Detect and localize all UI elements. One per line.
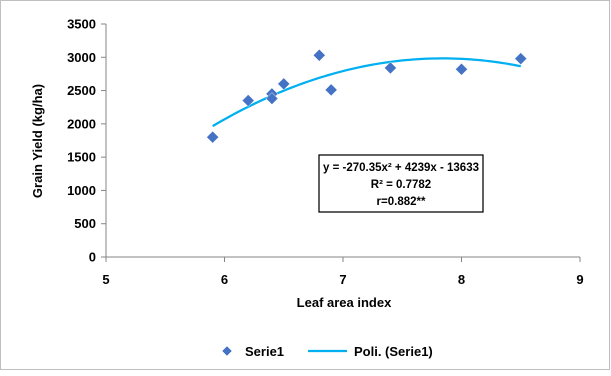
- x-tick-label: 8: [458, 272, 465, 287]
- y-tick-label: 3000: [67, 50, 96, 65]
- legend: Serie1 Poli. (Serie1): [221, 344, 433, 359]
- y-tick-label: 1000: [67, 183, 96, 198]
- trendline-curve: [212, 57, 521, 128]
- data-point-diamond: [265, 92, 279, 105]
- y-tick-label: 1500: [67, 150, 96, 165]
- legend-label-trendline: Poli. (Serie1): [354, 344, 433, 359]
- data-point-diamond: [206, 130, 220, 144]
- data-point-diamond: [277, 77, 291, 91]
- y-axis-ticks: 0 500 1000 1500 2000 2500 3000 3500: [67, 17, 106, 265]
- x-axis-ticks: 5 6 7 8 9: [102, 257, 584, 287]
- equation-annotation: y = -270.35x² + 4239x - 13633 R² = 0.778…: [318, 154, 484, 213]
- data-point-diamond: [312, 48, 326, 62]
- x-tick-label: 6: [221, 272, 228, 287]
- y-tick-label: 500: [74, 216, 96, 231]
- data-point-diamond: [514, 52, 528, 65]
- y-tick-label: 3500: [67, 17, 96, 32]
- y-tick-label: 0: [89, 250, 96, 265]
- x-tick-label: 5: [102, 272, 109, 287]
- x-tick-label: 9: [576, 272, 583, 287]
- y-tick-label: 2500: [67, 83, 96, 98]
- annotation-border: [318, 154, 484, 213]
- data-point-diamond: [324, 83, 338, 97]
- x-tick-label: 7: [339, 272, 346, 287]
- y-tick-label: 2000: [67, 116, 96, 131]
- legend-marker-diamond: [221, 345, 233, 357]
- data-point-diamond: [384, 61, 397, 75]
- y-axis-title: Grain Yield (kg/ha): [30, 84, 45, 198]
- annotation-r-squared: R² = 0.7782: [371, 179, 431, 191]
- x-axis-title: Leaf area index: [297, 295, 392, 310]
- data-point-diamond: [455, 62, 468, 76]
- data-points: [206, 48, 528, 144]
- annotation-r-value: r=0.882**: [377, 196, 426, 208]
- annotation-equation: y = -270.35x² + 4239x - 13633: [323, 162, 479, 174]
- data-point-diamond: [241, 94, 255, 107]
- legend-label-serie1: Serie1: [245, 344, 284, 359]
